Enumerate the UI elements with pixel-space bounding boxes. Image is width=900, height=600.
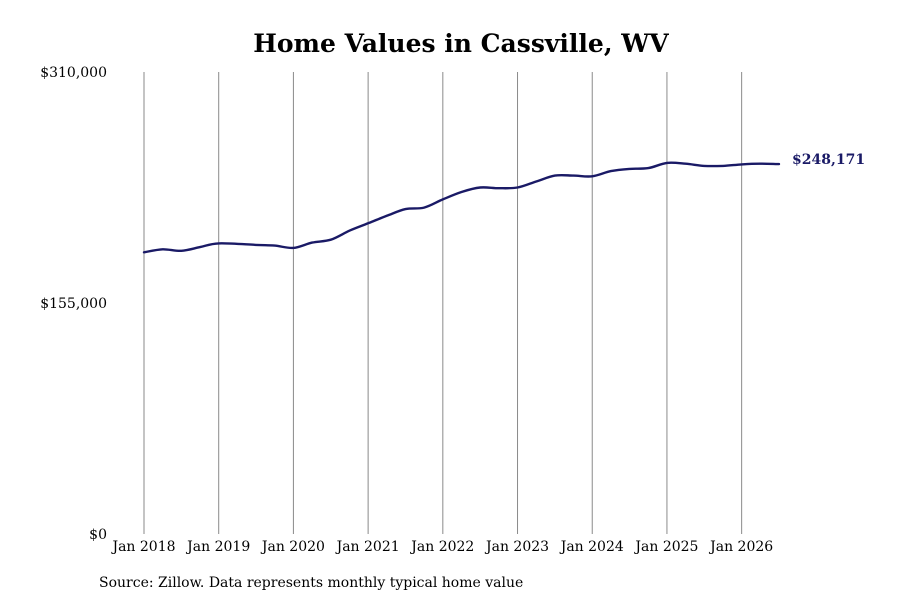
x-tick-label: Jan 2018 xyxy=(110,539,175,555)
series-line xyxy=(142,161,781,254)
x-tick-label: Jan 2021 xyxy=(335,539,400,555)
grid-lines xyxy=(143,72,743,534)
y-tick-label: $155,000 xyxy=(40,296,107,312)
x-tick-label: Jan 2023 xyxy=(484,539,549,555)
y-tick-label: $310,000 xyxy=(40,65,107,81)
end-value-label: $248,171 xyxy=(792,152,865,168)
y-axis-ticks: $0 $155,000 $310,000 xyxy=(40,65,107,543)
x-tick-label: Jan 2022 xyxy=(409,539,474,555)
y-tick-label: $0 xyxy=(89,527,107,543)
x-tick-label: Jan 2020 xyxy=(260,539,325,555)
x-tick-label: Jan 2026 xyxy=(708,539,773,555)
chart-title: Home Values in Cassville, WV xyxy=(253,29,669,58)
x-tick-label: Jan 2025 xyxy=(633,539,698,555)
x-tick-label: Jan 2019 xyxy=(185,539,250,555)
x-axis-ticks: Jan 2018 Jan 2019 Jan 2020 Jan 2021 Jan 2022… xyxy=(110,539,773,555)
x-tick-label: Jan 2024 xyxy=(559,539,624,555)
source-note: Source: Zillow. Data represents monthly … xyxy=(99,575,523,591)
